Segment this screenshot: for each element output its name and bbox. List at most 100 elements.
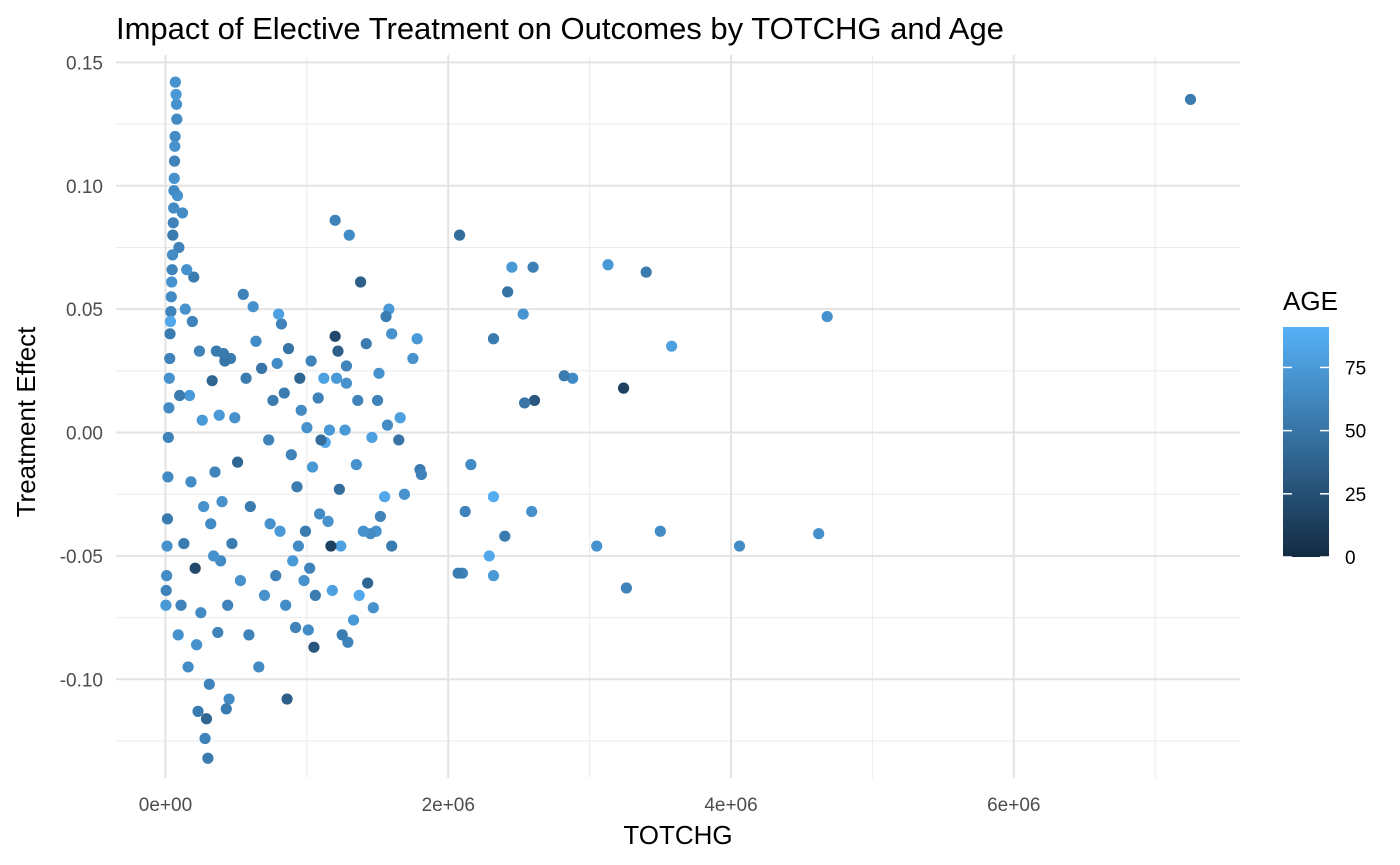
x-tick-label: 6e+06 [987,795,1040,816]
data-point [164,328,176,340]
data-point [318,372,330,384]
data-point [517,308,529,320]
data-point [275,318,288,330]
data-point [192,705,204,717]
data-point [216,496,228,508]
data-point [247,301,259,313]
data-point [168,172,180,184]
data-point [602,259,614,271]
data-point [240,372,252,384]
data-point [315,434,327,446]
data-point [166,264,178,276]
data-point [243,629,255,641]
x-axis-title: TOTCHG [623,820,732,850]
data-point [195,607,207,619]
data-point [411,333,423,345]
data-point [329,330,341,342]
data-point [210,345,222,357]
data-point [483,550,495,562]
chart-title: Impact of Elective Treatment on Outcomes… [116,11,1004,46]
data-point [209,466,221,478]
data-point [398,488,411,500]
legend-colorbar [1283,327,1329,557]
data-point [226,537,238,550]
data-point [302,624,314,636]
data-point [168,155,181,167]
data-point [173,241,185,254]
data-point [640,266,652,278]
data-point [188,271,200,283]
data-point [333,483,345,495]
data-point [178,537,190,550]
data-point [617,382,630,394]
data-point [329,214,341,226]
legend: AGE 0 25 50 75 [1283,286,1366,569]
data-point [386,328,398,340]
data-point [367,602,379,614]
x-tick-label: 0e+00 [139,795,192,816]
data-point [287,555,299,567]
data-point [487,570,500,582]
data-point [202,752,214,764]
data-point [163,402,175,414]
data-point [285,449,297,461]
data-point [379,491,391,503]
data-point [161,540,173,552]
data-point [305,355,317,367]
data-point [278,387,290,399]
data-point [186,315,198,328]
data-point [253,661,265,673]
data-point [386,540,398,552]
data-point [487,491,500,503]
data-point [465,459,477,471]
data-point [281,693,293,705]
y-tick-label: -0.10 [60,670,103,691]
data-point [326,584,338,597]
x-axis-ticks: 0e+00 2e+06 4e+06 6e+06 [139,795,1041,816]
data-point [567,372,579,384]
data-point [272,308,285,320]
data-point [172,629,184,641]
data-point [666,340,678,352]
data-point [373,367,385,379]
data-point [190,639,203,651]
data-point [170,98,183,110]
data-point [181,264,193,276]
data-point [591,540,603,552]
data-point [340,360,353,372]
data-point [244,500,256,513]
data-point [336,629,348,641]
data-point [313,508,326,520]
legend-tick-label: 50 [1345,422,1366,443]
data-point [295,404,307,416]
data-point [393,434,405,446]
data-point [308,641,320,653]
data-point [499,530,511,542]
data-point [193,345,206,357]
data-point [165,306,177,318]
data-point [179,303,191,315]
data-point [339,424,351,436]
data-point [163,372,175,384]
data-point [220,703,232,715]
data-point [222,599,234,611]
data-point [175,599,187,611]
data-point [267,394,279,407]
panel-grid [116,55,1240,778]
data-point [306,461,319,473]
data-point [528,394,541,407]
data-point [354,276,367,288]
data-point [654,525,666,537]
data-point [203,678,215,690]
data-point [527,261,539,273]
data-point [164,352,176,365]
y-axis-ticks: 0.15 0.10 0.05 0.00 -0.05 -0.10 [60,53,103,691]
data-point [167,217,179,229]
data-point [160,599,172,611]
data-point [185,476,197,488]
data-point [371,394,384,407]
data-point [407,352,419,365]
data-point [205,518,217,530]
data-point [340,377,353,389]
data-point [196,414,208,426]
